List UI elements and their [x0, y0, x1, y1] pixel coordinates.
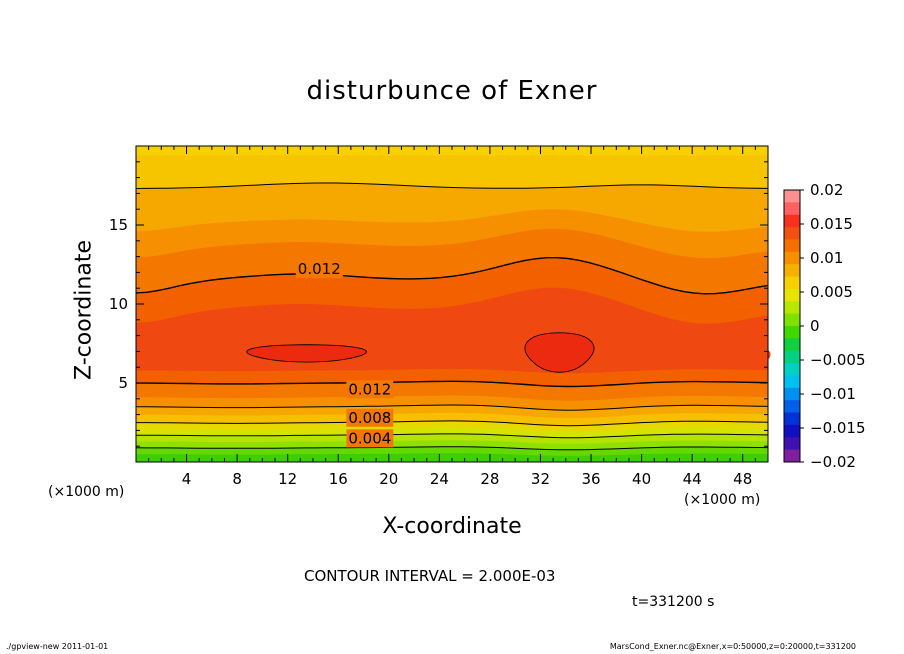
x-tick-label: 44 — [683, 470, 702, 488]
colorbar-label: 0.015 — [810, 215, 853, 233]
colorbar-segment — [784, 326, 800, 339]
colorbar-segment — [784, 437, 800, 451]
time-label: t=331200 s — [632, 594, 715, 610]
contour-label: 0.012 — [348, 380, 391, 398]
contour-line — [136, 433, 769, 439]
contour-band — [136, 453, 768, 462]
contour-line — [135, 257, 769, 295]
colorbar-label: −0.015 — [810, 419, 866, 437]
x-axis-unit-right: (×1000 m) — [684, 492, 761, 508]
colorbar-label: 0.01 — [810, 249, 843, 267]
y-tick-label: 5 — [118, 374, 128, 392]
colorbar-segment — [784, 449, 800, 463]
colorbar-segment — [784, 227, 800, 240]
x-tick-label: 16 — [329, 470, 348, 488]
contour-line — [136, 404, 769, 411]
colorbar-label: 0.02 — [810, 181, 843, 199]
chart-title: disturbunce of Exner — [306, 76, 598, 106]
colorbar-segment — [784, 190, 800, 203]
colorbar-segment — [784, 363, 800, 376]
colorbar-segment — [784, 375, 800, 389]
colorbar-segment — [784, 387, 800, 401]
x-tick-label: 4 — [182, 470, 192, 488]
colorbar-segment — [784, 424, 800, 438]
contour-label: 0.012 — [298, 260, 341, 278]
contour-line — [136, 420, 769, 427]
contour-label-background — [346, 408, 394, 427]
x-tick-label: 20 — [379, 470, 398, 488]
x-tick-label: 40 — [632, 470, 651, 488]
x-tick-label: 28 — [480, 470, 499, 488]
y-tick-label: 10 — [109, 295, 128, 313]
contour-label-background — [295, 260, 343, 279]
y-tick-label: 15 — [109, 216, 128, 234]
contour-interval-text: CONTOUR INTERVAL = 2.000E-03 — [304, 567, 556, 585]
colorbar-label: −0.01 — [810, 385, 856, 403]
contour-label-background — [346, 380, 394, 399]
colorbar-segment — [784, 288, 800, 302]
x-tick-label: 48 — [733, 470, 752, 488]
colorbar-segment — [784, 412, 800, 426]
x-axis-unit-left: (×1000 m) — [48, 484, 125, 500]
colorbar-segment — [784, 313, 800, 327]
colorbar-segment — [784, 301, 800, 315]
footer-left-text: ./gpview-new 2011-01-01 — [6, 642, 109, 651]
colorbar-label: −0.02 — [810, 453, 856, 471]
colorbar-label: −0.005 — [810, 351, 866, 369]
contour-label: 0.004 — [348, 429, 391, 447]
colorbar-segment — [784, 202, 800, 216]
x-tick-label: 8 — [232, 470, 242, 488]
x-tick-label: 32 — [531, 470, 550, 488]
x-tick-label: 12 — [278, 470, 297, 488]
y-axis-label: Z-coordinate — [71, 240, 97, 380]
colorbar-segment — [784, 239, 800, 253]
colorbar-label: 0.005 — [810, 283, 853, 301]
contour-line — [135, 446, 769, 451]
x-tick-label: 24 — [430, 470, 449, 488]
colorbar-segment — [784, 251, 800, 265]
colorbar-segment — [784, 338, 800, 352]
contour-line — [136, 380, 769, 388]
colorbar-segment — [784, 214, 800, 228]
x-tick-label: 36 — [581, 470, 600, 488]
colorbar-segment — [784, 276, 800, 290]
colorbar-segment — [784, 350, 800, 364]
contour-band — [246, 344, 368, 363]
colorbar-segment — [784, 400, 800, 414]
contour-line — [135, 182, 769, 189]
colorbar-segment — [784, 264, 800, 278]
colorbar-label: 0 — [810, 317, 820, 335]
contour-band — [524, 332, 595, 373]
contour-label-background — [346, 429, 394, 448]
footer-right-text: MarsCond_Exner.nc@Exner,x=0:50000,z=0:20… — [609, 642, 856, 651]
x-axis-label: X-coordinate — [382, 514, 522, 539]
contour-label: 0.008 — [348, 409, 391, 427]
